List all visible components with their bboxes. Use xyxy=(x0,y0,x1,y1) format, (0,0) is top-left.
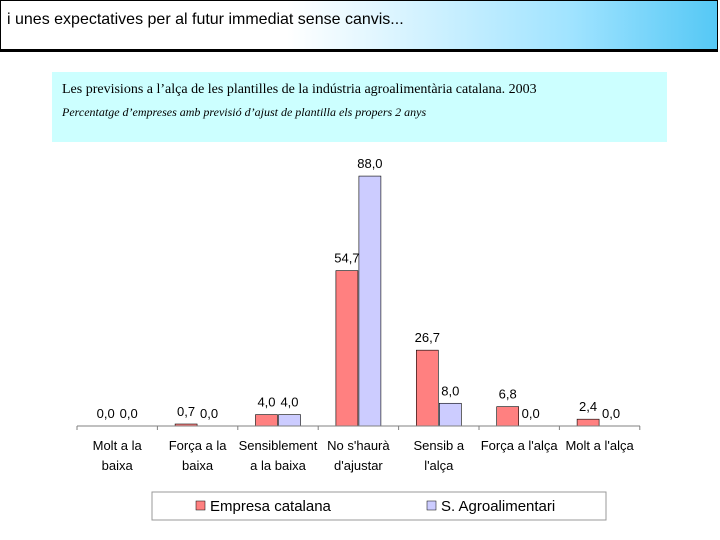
chart-title-box: Les previsions a l’alça de les plantille… xyxy=(52,72,667,142)
value-labels-group: 0,0 0,0 0,7 0,0 4,0 4,0 54,7 88,0 26,7 8,0 6,8 0,0 2… xyxy=(97,156,620,421)
value-label-empresa-catalana-3: 54,7 xyxy=(334,251,359,266)
bar-s-agroalimentari-4 xyxy=(438,402,462,427)
chart-title: Les previsions a l’alça de les plantille… xyxy=(62,82,537,97)
slide-title: i unes expectatives per al futur immedia… xyxy=(7,11,404,28)
value-label-empresa-catalana-0: 0,0 xyxy=(97,406,115,421)
x-tick-labels-group: Molt a la baixa Força a la baixa Sensiblemen… xyxy=(76,426,641,473)
legend-swatch-empresa-catalana xyxy=(195,500,206,511)
value-label-s-agroalimentari-5: 0,0 xyxy=(522,406,540,421)
value-label-s-agroalimentari-6: 0,0 xyxy=(602,406,620,421)
value-label-empresa-catalana-1: 0,7 xyxy=(177,404,195,419)
x-tick-label-3: No s'haurà d'ajustar xyxy=(327,438,390,473)
value-label-empresa-catalana-6: 2,4 xyxy=(579,399,597,414)
value-label-empresa-catalana-2: 4,0 xyxy=(257,395,275,410)
legend-label-s-agroalimentari: S. Agroalimentari xyxy=(441,498,555,515)
value-label-s-agroalimentari-0: 0,0 xyxy=(120,406,138,421)
legend-frame xyxy=(151,491,607,521)
bar-s-agroalimentari-2 xyxy=(278,414,301,427)
bars-group xyxy=(174,175,600,427)
legend-swatch-s-agroalimentari xyxy=(426,500,437,511)
x-tick-label-0: Molt a la baixa xyxy=(93,438,143,473)
value-label-s-agroalimentari-1: 0,0 xyxy=(200,406,218,421)
bar-empresa-catalana-6 xyxy=(576,418,600,427)
value-label-s-agroalimentari-3: 88,0 xyxy=(357,156,382,171)
x-tick-label-5: Força a l'alça xyxy=(481,438,559,453)
legend: Empresa catalana S. Agroalimentari xyxy=(151,491,607,521)
x-tick-label-4: Sensib a l'alça xyxy=(414,438,465,473)
legend-label-empresa-catalana: Empresa catalana xyxy=(210,498,332,515)
x-tick-label-2: Sensiblement a la baixa xyxy=(239,438,318,473)
value-label-empresa-catalana-4: 26,7 xyxy=(415,330,440,345)
x-tick-label-6: Molt a l'alça xyxy=(565,438,634,453)
value-label-s-agroalimentari-2: 4,0 xyxy=(280,395,298,410)
bar-s-agroalimentari-3 xyxy=(358,175,382,427)
bar-empresa-catalana-2 xyxy=(255,414,278,427)
x-tick-label-1: Força a la baixa xyxy=(169,438,228,473)
value-label-empresa-catalana-5: 6,8 xyxy=(499,387,517,402)
bar-empresa-catalana-3 xyxy=(335,270,359,427)
bar-empresa-catalana-5 xyxy=(496,406,520,427)
slide-header: i unes expectatives per al futur immedia… xyxy=(0,0,718,52)
value-label-s-agroalimentari-4: 8,0 xyxy=(441,383,459,398)
chart-subtitle: Percentatge d’empreses amb previsió d’aj… xyxy=(62,105,427,119)
bar-empresa-catalana-4 xyxy=(415,349,439,427)
